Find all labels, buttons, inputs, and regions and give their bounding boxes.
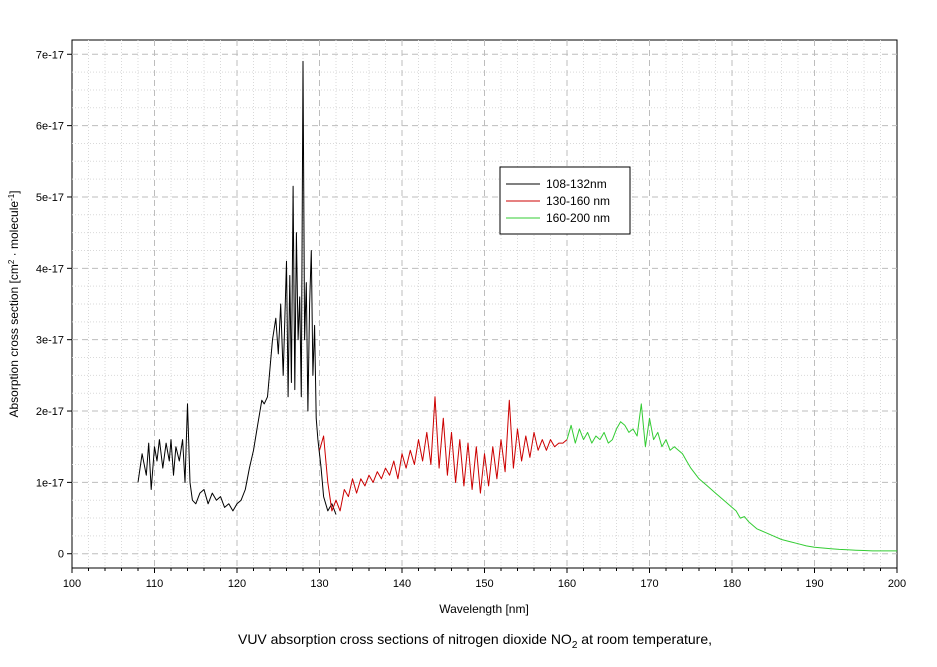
x-tick-label: 170	[640, 578, 658, 590]
y-tick-label: 2e-17	[36, 406, 64, 418]
caption-tail: at room temperature,	[577, 631, 712, 647]
x-tick-label: 100	[63, 578, 81, 590]
legend-label-2: 160-200 nm	[546, 211, 610, 225]
y-axis-title-c: ]	[7, 190, 21, 193]
x-tick-label: 190	[805, 578, 823, 590]
x-tick-label: 120	[228, 578, 246, 590]
axis-ticks: 100 110 120 130 140 150 160 170 180 190 200 0 1e-17 2…	[36, 49, 906, 590]
x-tick-label: 180	[723, 578, 741, 590]
series-lines	[137, 60, 897, 552]
series-line-0	[137, 60, 337, 515]
x-axis-title: Wavelength [nm]	[439, 602, 529, 616]
legend-label-1: 130-160 nm	[546, 194, 610, 208]
chart-caption: VUV absorption cross sections of nitroge…	[238, 631, 712, 651]
caption-main: VUV absorption cross sections of nitroge…	[238, 631, 572, 647]
x-tick-label: 130	[310, 578, 328, 590]
y-tick-label: 5e-17	[36, 192, 64, 204]
y-tick-label: 6e-17	[36, 121, 64, 133]
x-tick-label: 200	[888, 578, 906, 590]
legend-label-0: 108-132nm	[546, 177, 607, 191]
y-tick-label: 3e-17	[36, 335, 64, 347]
series-line-1	[319, 396, 568, 512]
y-axis-title-sup1: 2	[7, 259, 16, 264]
y-tick-label: 4e-17	[36, 263, 64, 275]
y-tick-label: 0	[58, 549, 64, 561]
caption-subscript: 2	[572, 640, 578, 651]
x-tick-label: 150	[475, 578, 493, 590]
series-line-2	[566, 403, 897, 552]
y-axis-title: Absorption cross section [cm2 · molecule…	[7, 190, 21, 417]
x-tick-label: 140	[393, 578, 411, 590]
y-tick-label: 7e-17	[36, 49, 64, 61]
x-tick-label: 160	[558, 578, 576, 590]
grid	[72, 40, 897, 568]
y-axis-title-b: · molecule	[7, 201, 21, 260]
legend: 108-132nm 130-160 nm 160-200 nm	[499, 166, 631, 235]
x-tick-label: 110	[146, 578, 164, 590]
y-tick-label: 1e-17	[36, 477, 64, 489]
y-axis-title-a: Absorption cross section [cm	[7, 264, 21, 417]
y-axis-title-sup2: -1	[7, 193, 16, 201]
